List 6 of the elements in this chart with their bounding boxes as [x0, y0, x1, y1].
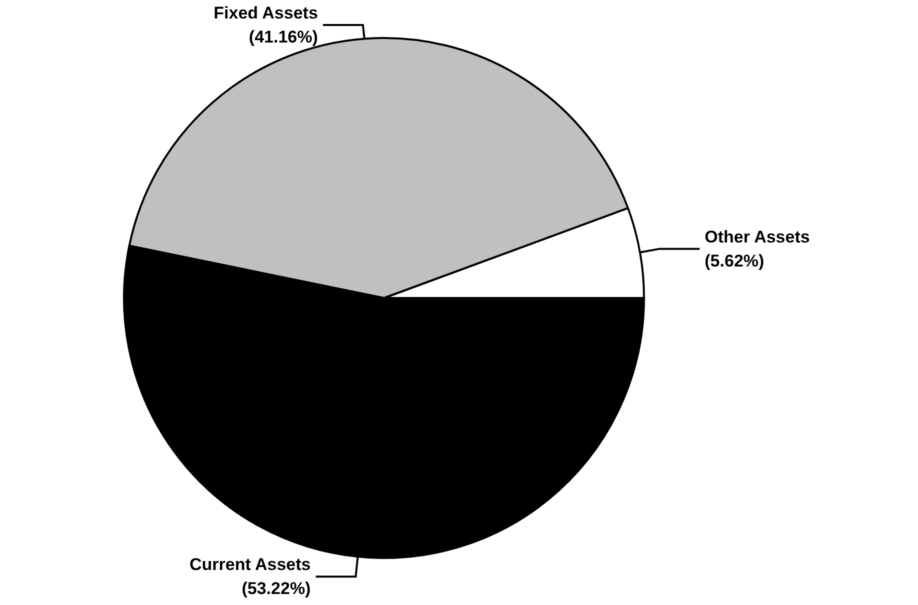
data-label: (53.22%)	[242, 579, 311, 598]
slice-label: Current Assets	[189, 555, 311, 574]
slice-label: Fixed Assets	[214, 4, 318, 22]
slice-label: Other Assets	[704, 227, 810, 246]
data-label: (41.16%)	[248, 28, 318, 46]
data-label: (5.62%)	[704, 251, 764, 270]
